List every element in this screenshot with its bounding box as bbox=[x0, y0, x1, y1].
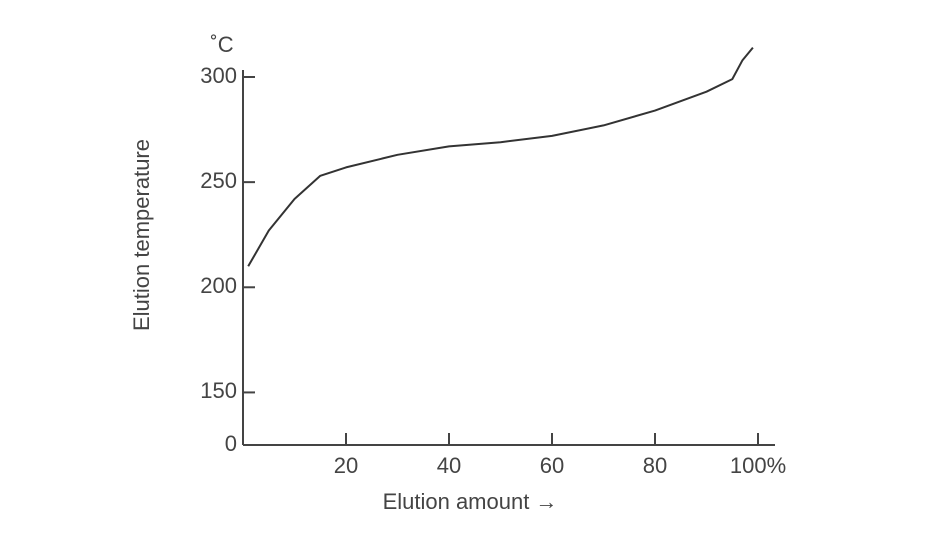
x-tick-label: 60 bbox=[540, 453, 564, 478]
y-tick-label: 0 bbox=[225, 431, 237, 456]
y-tick-label: 300 bbox=[200, 63, 237, 88]
x-tick-label: 20 bbox=[334, 453, 358, 478]
y-tick-label: 200 bbox=[200, 273, 237, 298]
x-axis-label: Elution amount → bbox=[383, 489, 558, 514]
y-tick-label: 150 bbox=[200, 378, 237, 403]
x-tick-label: 80 bbox=[643, 453, 667, 478]
y-tick-label: 250 bbox=[200, 168, 237, 193]
x-tick-label: 100% bbox=[730, 453, 786, 478]
y-axis-label: Elution temperature bbox=[129, 139, 154, 331]
line-series bbox=[247, 46, 754, 267]
x-tick-label: 40 bbox=[437, 453, 461, 478]
y-unit: ˚C bbox=[210, 32, 233, 57]
